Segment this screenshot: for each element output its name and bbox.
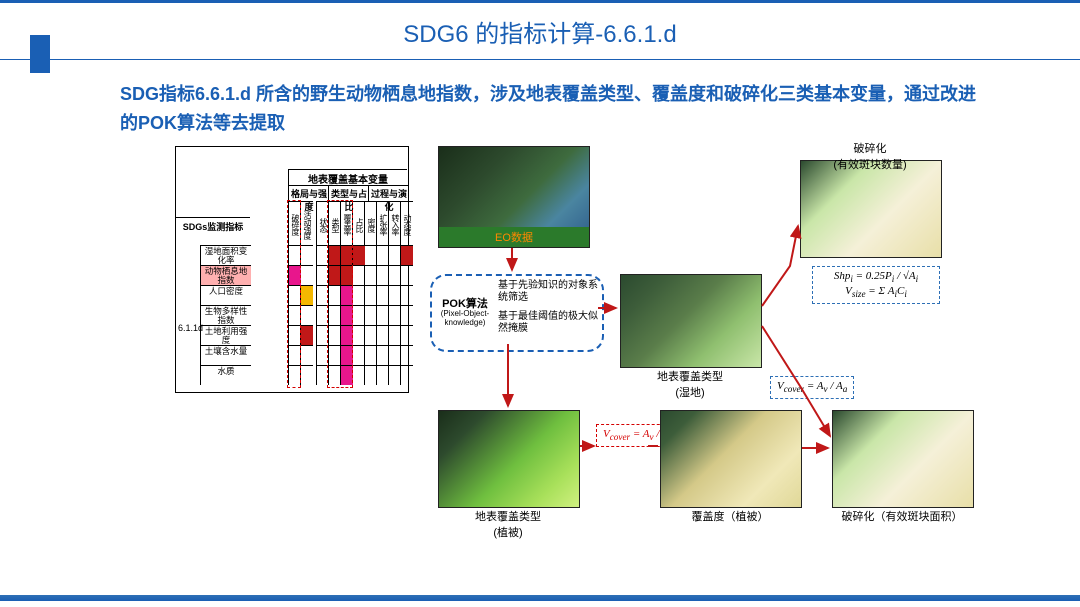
formula-cover-blue: Vcover = Av / Aa [770,376,854,399]
matrix-row-label: 土壤含水量 [200,345,251,365]
matrix-left-header: SDGs监测指标 [176,217,250,235]
content-area: 强: 中: 弱: 地表覆盖基本变量格局与强度类型与占比过程与演化破碎度活动强度状… [0,146,1080,586]
matrix-cell-filled [300,285,313,305]
matrix-cell [400,285,413,305]
matrix-row-label: 水质 [200,365,251,385]
matrix-cell [300,245,313,265]
matrix-cell-filled [300,325,313,345]
eo-data-image: EO数据 [438,146,590,248]
matrix-cell [400,345,413,365]
landcover-veg-label: 地表覆盖类型(植被) [438,508,578,540]
title-accent [30,35,50,73]
landcover-veg-image [438,410,580,508]
matrix-cell [300,305,313,325]
pok-sub: (Pixel-Object-knowledge) [436,310,494,328]
subtitle: SDG指标6.6.1.d 所含的野生动物栖息地指数，涉及地表覆盖类型、覆盖度和破… [120,80,980,138]
landcover-wetland-label: 地表覆盖类型(湿地) [620,368,760,400]
frag-count-sub: (有效斑块数量) [833,159,906,171]
matrix-highlight [287,200,301,388]
footer-bar [0,595,1080,601]
landcover-wetland-image [620,274,762,368]
matrix-cell [400,265,413,285]
fragmentation-count-label: 破碎化 (有效斑块数量) [800,140,940,172]
fragmentation-area-label: 破碎化（有效斑块面积） [820,508,984,524]
matrix-cell [400,305,413,325]
title-bar: SDG6 的指标计算-6.6.1.d [0,0,1080,60]
fragmentation-count-image [800,160,942,258]
matrix-cell-filled [400,245,413,265]
frag-count-title: 破碎化 [854,143,887,155]
matrix-row-label: 人口密度 [200,285,251,305]
matrix-sub: 活动强度 [300,201,313,246]
formula-shape-size: Shpi = 0.25Pi / √AiVsize = Σ AiCi [812,266,940,304]
matrix-cell [300,365,313,385]
indicator-matrix: 地表覆盖基本变量格局与强度类型与占比过程与演化破碎度活动强度状态类型覆盖率占比密… [175,146,409,393]
matrix-row-label: 生物多样性指数 [200,305,251,325]
matrix-group: 过程与演化 [368,185,409,202]
matrix-cell [400,325,413,345]
matrix-cell [300,345,313,365]
coverage-veg-image [660,410,802,508]
coverage-veg-label: 覆盖度（植被） [660,508,800,524]
matrix-cell [300,265,313,285]
matrix-row-label: 湿地面积变化率 [200,245,251,265]
eo-data-label: EO数据 [439,227,589,247]
matrix-sub: 动态度 [400,201,413,246]
fragmentation-area-image [832,410,974,508]
matrix-cell [400,365,413,385]
pok-algorithm-box: POK算法 (Pixel-Object-knowledge) 基于先验知识的对象… [430,274,604,352]
matrix-cell-filled [352,245,365,265]
page-title: SDG6 的指标计算-6.6.1.d [403,14,676,49]
matrix-row-label: 动物栖息地指数 [200,265,251,285]
matrix-row-label: 土地利用强度 [200,325,251,345]
pok-rule-1: 基于先验知识的对象系统筛选 [498,280,598,305]
pok-rule-2: 基于最佳阈值的极大似然掩膜 [498,311,598,336]
matrix-highlight [327,200,353,388]
